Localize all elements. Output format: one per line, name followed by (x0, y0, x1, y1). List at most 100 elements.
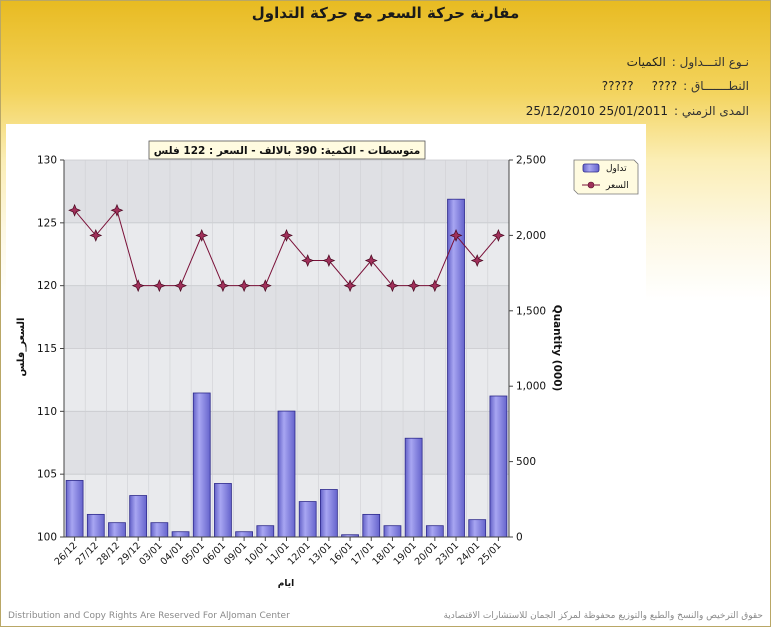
legend: تداول السعر (573, 159, 639, 195)
bar-03/01 (150, 522, 169, 538)
bar-09/01 (235, 531, 253, 538)
footer-copyright-ar: حقوق الترخيص والنسخ والطبع والتوزيع محفو… (443, 611, 763, 621)
legend-bar-label: تداول (606, 164, 627, 174)
x-tick-label-11/01: 11/01 (264, 540, 291, 567)
x-axis-label: ايام (278, 579, 294, 589)
x-tick-label-06/01: 06/01 (201, 540, 228, 567)
x-tick-label-20/01: 20/01 (413, 540, 440, 567)
y-right-tick-label: 500 (516, 456, 536, 468)
chart-panel: 130 125 120 115 110 105 100 2,500 2,000 1,500 1,00… (6, 124, 646, 596)
x-tick-label-17/01: 17/01 (349, 540, 376, 567)
y-right-tick-label: 2,000 (516, 230, 546, 242)
x-tick-label-23/01: 23/01 (434, 540, 461, 567)
bar-19/01 (404, 437, 423, 538)
x-tick-label-26/12: 26/12 (53, 540, 80, 567)
x-tick-label-05/01: 05/01 (180, 540, 207, 567)
price-point-26/12 (68, 203, 82, 217)
x-tick-label-25/01: 25/01 (476, 540, 503, 567)
footer-copyright-en: Distribution and Copy Rights Are Reserve… (8, 611, 290, 621)
x-tick-label-28/12: 28/12 (95, 540, 122, 567)
price-point-25/01 (491, 228, 505, 242)
bar-28/12 (108, 522, 126, 538)
price-point-29/12 (131, 279, 145, 293)
bar-10/01 (256, 525, 275, 538)
sector-row: النطـــــــاق :????????? (584, 79, 749, 93)
legend-bar-swatch (582, 163, 600, 173)
chart-annotation: متوسطات - الكمية: 390 بالالف - السعر : 1… (154, 145, 420, 157)
sector-value-1: ???? (651, 79, 678, 93)
period-label: المدى الزمني : (674, 104, 749, 118)
bar-13/01 (320, 489, 338, 538)
bar-17/01 (362, 513, 381, 538)
sector-value-2: ????? (601, 79, 634, 93)
y-left-tick-label: 100 (37, 532, 57, 544)
x-tick-label-16/01: 16/01 (328, 540, 355, 567)
price-point-04/01 (174, 279, 187, 293)
x-tick-label-29/12: 29/12 (116, 540, 143, 567)
trade-type-label: نـوع التـــداول : (671, 55, 749, 69)
legend-line-marker (587, 181, 595, 189)
trade-type-value: الكميات (626, 55, 666, 69)
bar-05/01 (192, 392, 211, 538)
y-left-tick-label: 125 (37, 217, 57, 229)
price-point-16/01 (343, 279, 357, 293)
x-tick-label-24/01: 24/01 (455, 540, 482, 567)
annotation-box: متوسطات - الكمية: 390 بالالف - السعر : 1… (148, 140, 426, 160)
price-point-05/01 (195, 228, 209, 242)
x-tick-label-04/01: 04/01 (159, 540, 186, 567)
x-tick-label-12/01: 12/01 (286, 540, 313, 567)
x-tick-label-19/01: 19/01 (392, 540, 419, 567)
bar-29/12 (129, 495, 148, 538)
price-point-20/01 (428, 279, 442, 293)
price-point-17/01 (364, 254, 378, 267)
y-axis-left-label: السعر_فلس (16, 318, 27, 377)
x-tick-label-13/01: 13/01 (307, 540, 334, 567)
price-point-06/01 (216, 279, 230, 293)
bar-26/12 (65, 480, 84, 538)
price-point-23/01 (449, 228, 463, 242)
bar-06/01 (214, 483, 232, 538)
y-left-tick-label: 115 (37, 343, 57, 355)
x-tick-label-03/01: 03/01 (137, 540, 164, 567)
bar-04/01 (171, 531, 190, 538)
price-point-11/01 (280, 228, 293, 242)
price-point-09/01 (237, 279, 251, 293)
x-tick-label-18/01: 18/01 (370, 540, 397, 567)
sector-label: النطـــــــاق : (683, 79, 749, 93)
y-left-tick-label: 130 (37, 155, 57, 167)
price-point-19/01 (407, 279, 421, 293)
y-axis-right-label: Quantity (000) (551, 305, 563, 392)
price-point-12/01 (301, 254, 315, 267)
y-left-tick-label: 110 (37, 406, 57, 418)
price-point-24/01 (470, 254, 484, 267)
line-series-price (68, 203, 505, 293)
chart-svg: 130 125 120 115 110 105 100 2,500 2,000 1,500 1,00… (16, 140, 563, 589)
price-point-03/01 (152, 279, 166, 293)
price-point-18/01 (386, 279, 399, 293)
grid-band (64, 348, 509, 412)
price-point-10/01 (258, 279, 272, 293)
y-left-tick-label: 120 (37, 280, 57, 292)
period-from: 25/12/2010 (525, 104, 595, 118)
bar-18/01 (383, 525, 402, 538)
y-right-tick-label: 1,500 (516, 305, 546, 317)
y-right-tick-label: 1,000 (516, 381, 546, 393)
price-point-27/12 (89, 228, 103, 242)
y-right-tick-label: 0 (516, 532, 523, 544)
bar-24/01 (468, 519, 487, 538)
x-tick-label-10/01: 10/01 (243, 540, 270, 567)
y-left-tick-label: 105 (37, 469, 57, 481)
period-row: المدى الزمني : 25/12/2010 25/01/2011 (508, 104, 749, 118)
price-point-28/12 (110, 203, 124, 217)
x-tick-label-27/12: 27/12 (74, 540, 101, 567)
bar-25/01 (489, 395, 508, 538)
period-to: 25/01/2011 (598, 104, 669, 118)
bar-11/01 (277, 410, 296, 538)
legend-line-label: السعر (605, 181, 629, 191)
bar-12/01 (298, 501, 317, 538)
grid-band (64, 285, 509, 349)
grid-band (64, 160, 509, 223)
price-point-13/01 (322, 254, 336, 267)
trade-type-row: نـوع التـــداول : الكميات (627, 55, 749, 69)
x-tick-label-09/01: 09/01 (222, 540, 249, 567)
